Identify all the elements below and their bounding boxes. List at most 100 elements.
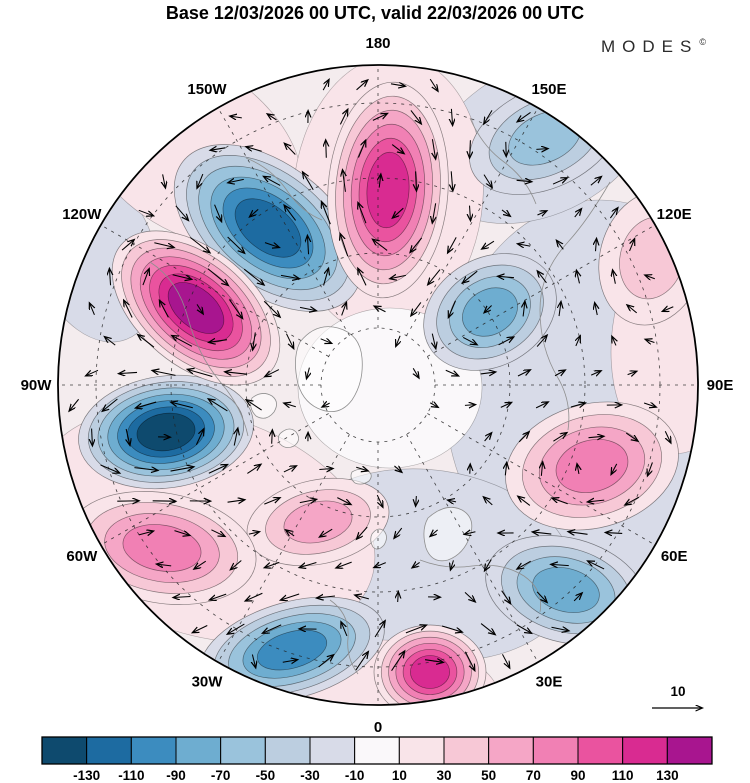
wind-arrow <box>627 371 637 374</box>
wind-arrow <box>588 561 605 570</box>
wind-arrow <box>374 621 385 638</box>
map-boundary <box>57 64 699 706</box>
wind-arrow <box>625 432 637 441</box>
anomaly-contour <box>167 282 225 334</box>
wind-arrow <box>498 276 515 277</box>
wind-arrow <box>208 465 227 474</box>
wind-arrow <box>577 464 579 475</box>
wind-arrow <box>429 78 438 91</box>
wind-arrow <box>470 140 471 158</box>
wind-arrow <box>357 141 365 158</box>
wind-arrow <box>246 400 262 411</box>
wind-arrow <box>573 593 582 602</box>
wind-arrow <box>153 371 176 376</box>
wind-arrow <box>320 528 333 537</box>
wind-arrow <box>227 500 245 502</box>
wind-arrow <box>517 112 531 121</box>
wind-arrow <box>265 369 280 377</box>
wind-arrow <box>299 499 316 502</box>
wind-arrow <box>552 178 567 185</box>
wind-arrow <box>285 144 296 155</box>
wind-arrow <box>568 532 588 535</box>
wind-arrow <box>264 177 281 186</box>
wind-arrow <box>517 370 530 377</box>
wind-arrow <box>574 209 582 218</box>
wind-arrow <box>484 433 492 442</box>
wind-arrow <box>451 560 454 569</box>
wind-arrow <box>413 368 419 377</box>
wind-arrow <box>209 399 228 412</box>
wind-arrow <box>613 270 616 284</box>
wind-arrow <box>69 398 80 411</box>
wind-arrow <box>645 275 655 278</box>
wind-arrow <box>103 398 118 411</box>
colorbar-cell <box>666 736 713 765</box>
wind-arrow <box>552 498 568 505</box>
wind-arrow <box>134 468 157 471</box>
wind-arrow <box>193 625 208 633</box>
wind-arrow <box>412 562 420 567</box>
wind-arrow <box>516 624 531 633</box>
wind-arrow <box>462 336 477 344</box>
wind-arrow <box>138 531 153 535</box>
lon-label: 150E <box>531 81 566 98</box>
modes-logo-text: MODES <box>601 37 699 56</box>
wind-arrow <box>432 203 435 222</box>
wind-arrow <box>394 527 403 538</box>
wind-arrow <box>391 651 405 671</box>
wind-arrow <box>318 655 334 668</box>
wind-arrow <box>483 174 492 188</box>
colorbar-cell <box>354 736 400 765</box>
wind-arrow <box>535 402 548 409</box>
wind-arrow <box>225 372 247 374</box>
wind-arrow <box>484 110 493 123</box>
wind-arrow <box>323 269 329 286</box>
wind-arrow <box>485 559 492 570</box>
wind-arrow <box>501 590 511 604</box>
wind-arrow <box>337 497 350 505</box>
wind-arrow <box>322 403 330 407</box>
wind-arrow <box>234 428 238 446</box>
wind-arrow <box>590 177 601 186</box>
colorbar-cell <box>622 736 668 765</box>
wind-arrow <box>428 269 441 285</box>
wind-arrow <box>320 339 332 343</box>
wind-arrow <box>136 401 157 408</box>
wind-arrow <box>606 533 623 534</box>
wind-arrow <box>340 234 349 257</box>
wind-arrow <box>157 564 172 566</box>
wind-arrow <box>272 430 273 444</box>
wind-arrow <box>246 147 262 152</box>
lon-label: 120W <box>62 206 102 223</box>
wind-arrow <box>588 436 604 437</box>
wind-arrow <box>265 561 280 567</box>
wind-arrow <box>170 467 194 472</box>
wind-arrow <box>285 333 293 349</box>
wind-arrow <box>372 114 387 121</box>
wind-arrow <box>538 271 547 284</box>
colorbar-tick-label: 50 <box>481 768 496 783</box>
wind-arrow <box>357 526 368 539</box>
wind-arrow <box>250 208 259 216</box>
colorbar-tick-label: -10 <box>345 768 365 783</box>
wind-arrow <box>595 303 598 316</box>
wind-reference-label: 10 <box>670 684 685 699</box>
wind-arrow <box>432 333 435 349</box>
wind-arrow <box>629 239 635 252</box>
wind-arrow <box>194 560 207 569</box>
colorbar-cell <box>86 736 132 765</box>
wind-arrow <box>317 596 336 598</box>
wind-arrow <box>264 498 279 505</box>
wind-arrow <box>175 205 188 220</box>
wind-arrow <box>577 271 580 284</box>
colorbar-tick-label: -50 <box>256 768 276 783</box>
wind-arrow <box>358 269 367 286</box>
wind-arrow <box>174 530 189 536</box>
wind-arrow <box>451 171 453 190</box>
colorbar-cell <box>488 736 534 765</box>
wind-arrow <box>627 305 638 314</box>
wind-arrow <box>286 530 295 537</box>
wind-arrow <box>553 433 566 442</box>
wind-arrow <box>174 597 191 598</box>
wind-arrow <box>557 241 564 250</box>
